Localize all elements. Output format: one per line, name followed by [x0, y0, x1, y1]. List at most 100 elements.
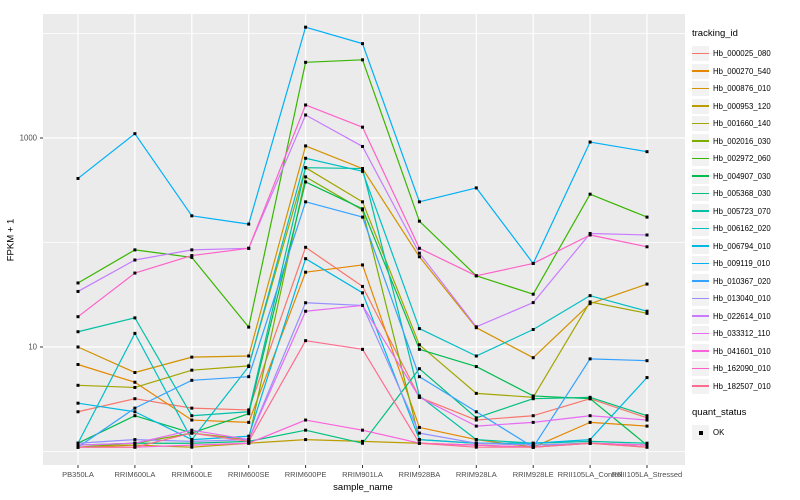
data-point: [645, 309, 649, 313]
data-point: [474, 441, 478, 445]
data-point: [645, 311, 649, 315]
data-point: [361, 207, 364, 211]
data-point: [531, 301, 535, 305]
data-point: [304, 438, 308, 442]
data-point: [304, 428, 308, 432]
legend-entry-label: Hb_013040_010: [713, 294, 771, 304]
data-point: [76, 445, 80, 449]
series-color-key-icon: [692, 98, 709, 114]
data-point: [417, 431, 421, 435]
series-color-key-icon: [692, 151, 709, 167]
data-point: [645, 414, 649, 418]
legend-entry-label: Hb_009119_010: [713, 259, 771, 269]
data-point: [474, 325, 478, 329]
data-point: [76, 410, 80, 414]
data-point: [588, 300, 592, 304]
legend-entries: Hb_000025_080 Hb_000270_540 Hb_000876_010 H…: [692, 45, 771, 395]
data-point: [190, 368, 194, 372]
data-point: [417, 327, 421, 331]
panel-background: [43, 14, 685, 465]
data-point: [190, 445, 194, 449]
data-point: [304, 25, 308, 29]
data-point: [133, 258, 137, 262]
series-color-key-icon: [692, 133, 709, 149]
data-point: [361, 58, 364, 62]
legend-entry-Hb_013040_010: Hb_013040_010: [692, 290, 771, 308]
data-point: [304, 144, 308, 148]
data-point: [76, 363, 80, 367]
legend-entry-label: Hb_006794_010: [713, 241, 771, 251]
data-point: [76, 441, 80, 445]
series-color-key-icon: [692, 378, 709, 394]
series-color-key-icon: [692, 116, 709, 132]
data-point: [247, 410, 251, 414]
data-point: [133, 331, 137, 335]
legend-entry-Hb_000953_120: Hb_000953_120: [692, 98, 771, 116]
series-color-key-icon: [692, 168, 709, 184]
data-point: [417, 375, 421, 379]
data-point: [531, 292, 535, 296]
data-point: [76, 345, 80, 349]
legend-entry-Hb_005368_030: Hb_005368_030: [692, 185, 771, 203]
legend-entry-label: Hb_005723_070: [713, 206, 771, 216]
data-point: [304, 200, 308, 204]
data-point: [417, 395, 421, 399]
series-color-key-icon: [692, 361, 709, 377]
data-point: [133, 271, 137, 275]
data-point: [531, 356, 535, 360]
series-color-key-icon: [692, 221, 709, 237]
data-point: [474, 418, 478, 422]
data-point: [247, 412, 251, 416]
data-point: [190, 254, 194, 258]
data-point: [361, 144, 364, 148]
legend-entry-Hb_000876_010: Hb_000876_010: [692, 80, 771, 98]
data-point: [133, 248, 137, 252]
data-point: [361, 169, 364, 173]
y-axis-title: FPKM + 1: [5, 218, 17, 262]
x-tick-label: RRIM600LE: [171, 470, 212, 479]
data-point: [76, 281, 80, 285]
data-point: [304, 301, 308, 305]
data-point: [645, 441, 649, 445]
data-point: [304, 245, 308, 249]
data-point: [417, 343, 421, 347]
y-tick-label: 1000: [20, 134, 38, 143]
data-point: [645, 233, 649, 237]
data-point: [133, 443, 137, 447]
data-point: [190, 441, 194, 445]
data-point: [133, 406, 137, 410]
legend-entry-Hb_010367_020: Hb_010367_020: [692, 273, 771, 291]
data-point: [190, 378, 194, 382]
data-point: [588, 294, 592, 298]
data-point: [474, 438, 478, 442]
series-color-key-icon: [692, 256, 709, 272]
series-color-key-icon: [692, 326, 709, 342]
data-point: [645, 445, 649, 449]
data-point: [304, 175, 308, 179]
legend-entry-label: Hb_004907_030: [713, 171, 771, 181]
data-point: [247, 420, 251, 424]
data-point: [474, 354, 478, 358]
data-point: [304, 113, 308, 117]
data-point: [247, 441, 251, 445]
data-point: [645, 359, 649, 363]
series-color-key-icon: [692, 46, 709, 62]
data-point: [531, 328, 535, 332]
legend-entry-label: Hb_002016_030: [713, 136, 771, 146]
data-point: [190, 355, 194, 359]
data-point: [361, 347, 364, 351]
data-point: [76, 383, 80, 387]
legend-entry-Hb_000025_080: Hb_000025_080: [692, 45, 771, 63]
legend-entry-label: OK: [713, 428, 725, 438]
quant-status-legend: quant_status OK: [692, 407, 771, 442]
legend-entry-label: Hb_182507_010: [713, 381, 771, 391]
data-point: [531, 261, 535, 265]
legend-entry-label: Hb_041601_010: [713, 346, 771, 356]
data-point: [190, 406, 194, 410]
data-point: [645, 443, 649, 447]
data-point: [645, 424, 649, 428]
data-point: [531, 420, 535, 424]
data-point: [76, 289, 80, 293]
series-color-key-icon: [692, 308, 709, 324]
legend-title-tracking-id: tracking_id: [692, 28, 738, 39]
